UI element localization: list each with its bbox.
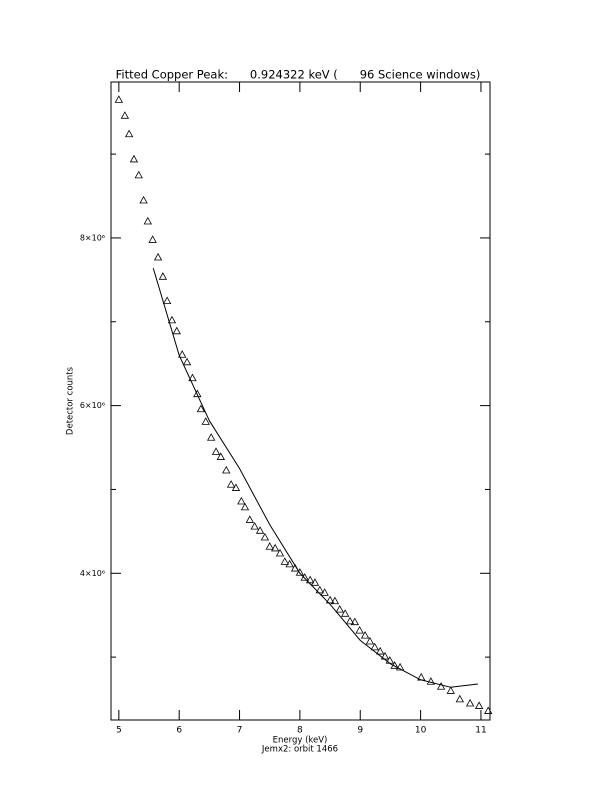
data-point	[484, 706, 493, 714]
data-point	[207, 433, 216, 441]
data-point	[360, 631, 370, 639]
data-point	[148, 235, 157, 243]
footer: Jemx2: orbit 1466	[261, 745, 338, 755]
data-point	[193, 389, 202, 398]
data-point	[201, 417, 210, 425]
x-tick-label: 9	[357, 726, 363, 736]
y-tick-label: 6×10⁶	[80, 401, 105, 410]
data-point	[188, 373, 197, 382]
data-point	[162, 296, 172, 305]
x-tick-label: 5	[116, 726, 122, 736]
data-point	[226, 480, 236, 488]
data-point	[114, 95, 124, 103]
x-tick-label: 8	[297, 726, 303, 736]
data-point	[385, 656, 394, 664]
data-point	[255, 526, 265, 534]
data-point	[370, 642, 379, 651]
x-tick-label: 6	[176, 726, 182, 736]
x-tick-label: 11	[475, 726, 486, 736]
y-tick-label: 8×10⁶	[80, 233, 105, 242]
data-point	[340, 609, 350, 617]
data-point	[265, 542, 274, 550]
data-point	[182, 357, 192, 366]
data-point	[375, 646, 385, 655]
data-point	[134, 170, 143, 179]
plot-frame	[110, 81, 491, 721]
data-point	[345, 616, 355, 625]
data-point	[250, 522, 259, 530]
data-point	[285, 559, 294, 568]
data-point	[426, 677, 436, 685]
data-point	[120, 111, 130, 119]
data-point	[216, 452, 226, 460]
data-point	[395, 662, 405, 671]
data-point	[167, 315, 177, 324]
data-point	[240, 502, 250, 511]
data-point	[315, 585, 324, 594]
data-point	[158, 272, 168, 280]
data-point	[237, 496, 246, 505]
data-point	[260, 532, 270, 541]
data-point	[355, 625, 364, 634]
data-point	[325, 595, 335, 604]
data-point	[211, 447, 221, 455]
data-point	[474, 701, 484, 709]
data-point	[320, 588, 329, 596]
data-point	[222, 465, 231, 474]
data-point	[335, 605, 344, 613]
chart-title: Fitted Copper Peak: 0.924322 keV ( 96 Sc…	[116, 68, 481, 82]
x-axis-label: Energy (keV)	[273, 736, 328, 746]
data-point	[139, 195, 148, 204]
fit-line	[152, 267, 478, 688]
data-point	[231, 483, 241, 491]
data-point	[365, 636, 375, 645]
data-point	[275, 548, 285, 557]
data-point	[178, 350, 187, 358]
data-point	[124, 129, 134, 138]
data-point	[143, 216, 152, 225]
data-point	[196, 404, 206, 413]
data-point	[436, 682, 446, 690]
data-point	[280, 557, 289, 565]
data-point	[446, 686, 455, 694]
x-tick-label: 10	[415, 726, 427, 736]
x-tick-label: 7	[237, 726, 243, 736]
data-point	[245, 515, 254, 523]
data-point	[310, 578, 320, 586]
data-point	[270, 543, 280, 552]
data-point	[153, 252, 163, 261]
y-tick-label: 4×10⁶	[80, 569, 105, 578]
data-point	[455, 694, 465, 703]
y-axis-label: Detector counts	[66, 366, 76, 435]
data-point	[330, 596, 340, 605]
data-point	[129, 154, 139, 163]
data-point	[350, 617, 359, 626]
data-point	[295, 568, 305, 576]
data-point	[172, 326, 181, 335]
data-point	[465, 698, 475, 707]
data-point	[305, 575, 315, 584]
